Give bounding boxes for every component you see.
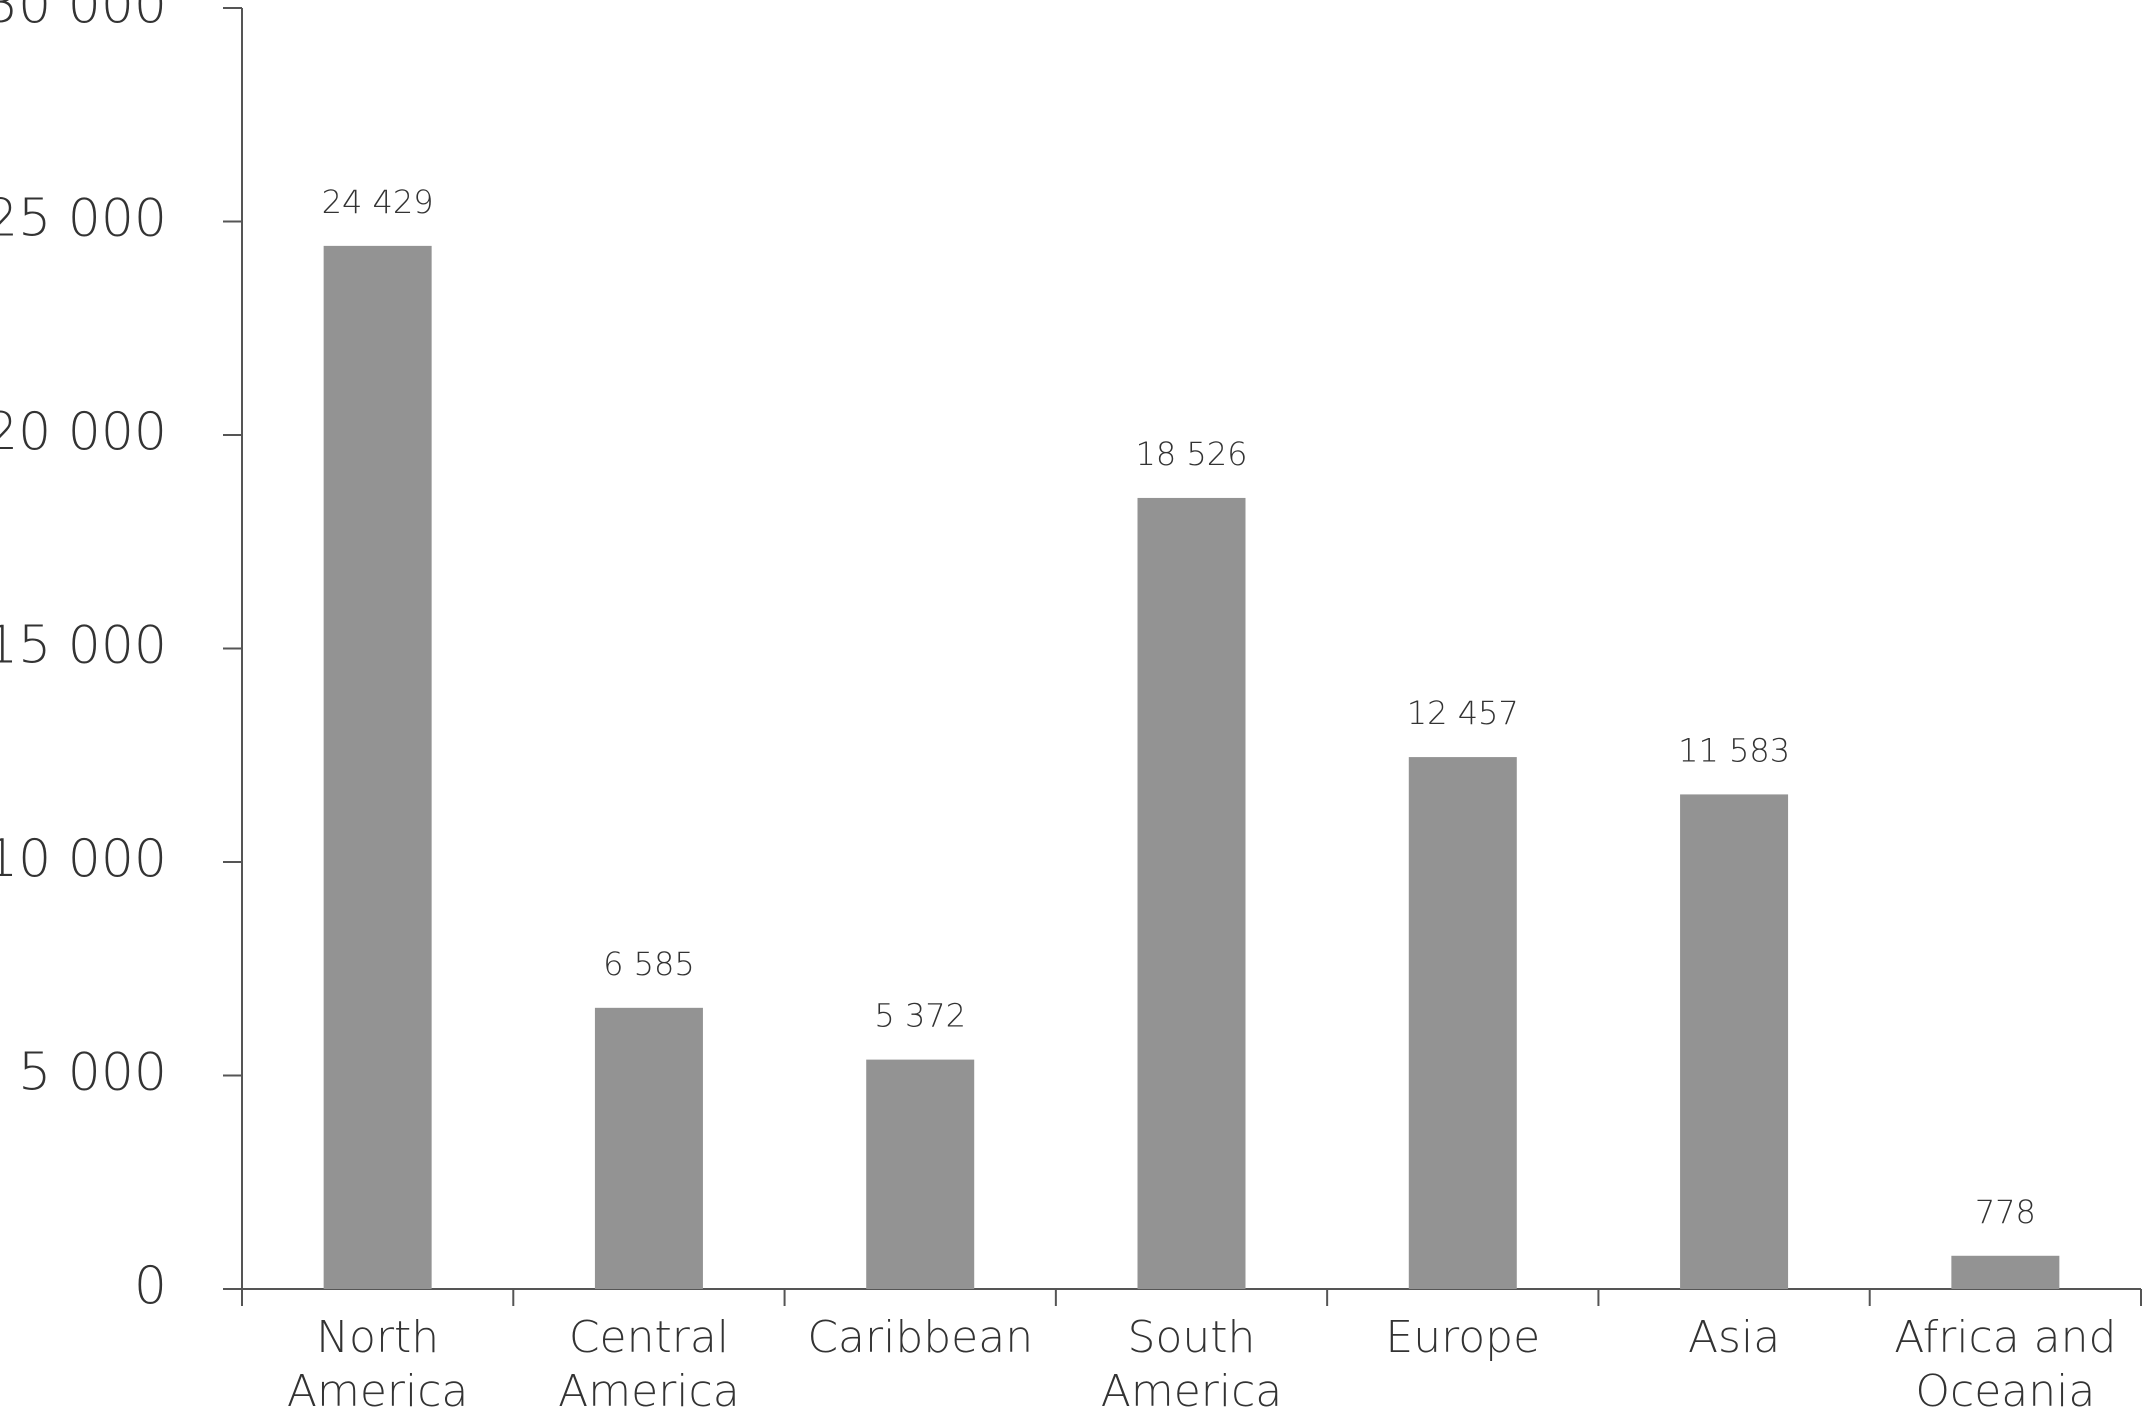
value-label: 24 429 [322, 183, 434, 221]
x-tick-label: Africa and Oceania [1894, 1312, 2117, 1417]
bar [1408, 757, 1517, 1289]
y-tick-label: 20 000 [0, 402, 167, 462]
bar [1951, 1255, 2060, 1289]
value-label: 11 583 [1678, 731, 1790, 769]
value-label: 778 [1975, 1193, 2036, 1231]
y-tick-label: 25 000 [0, 189, 167, 249]
value-label: 5 372 [874, 997, 966, 1035]
x-tick-label: South America [1100, 1312, 1283, 1417]
bar [866, 1059, 975, 1289]
bar [594, 1007, 703, 1289]
x-tick-label: Europe [1385, 1312, 1541, 1363]
y-tick-label: 5 000 [18, 1043, 167, 1103]
bar [1137, 497, 1246, 1289]
x-tick-label: Caribbean [807, 1312, 1034, 1363]
value-label: 12 457 [1407, 694, 1519, 732]
bar [1680, 794, 1789, 1289]
y-tick-label: 0 [134, 1256, 167, 1316]
value-label: 18 526 [1136, 435, 1248, 473]
bar [323, 245, 432, 1289]
x-tick-label: Central America [558, 1312, 740, 1417]
x-tick-label: North America [286, 1312, 469, 1417]
y-tick-label: 30 000 [0, 0, 167, 35]
y-tick-label: 10 000 [0, 829, 167, 889]
x-tick-label: Asia [1687, 1312, 1781, 1363]
value-label: 6 585 [603, 945, 695, 983]
y-tick-label: 15 000 [0, 616, 167, 676]
